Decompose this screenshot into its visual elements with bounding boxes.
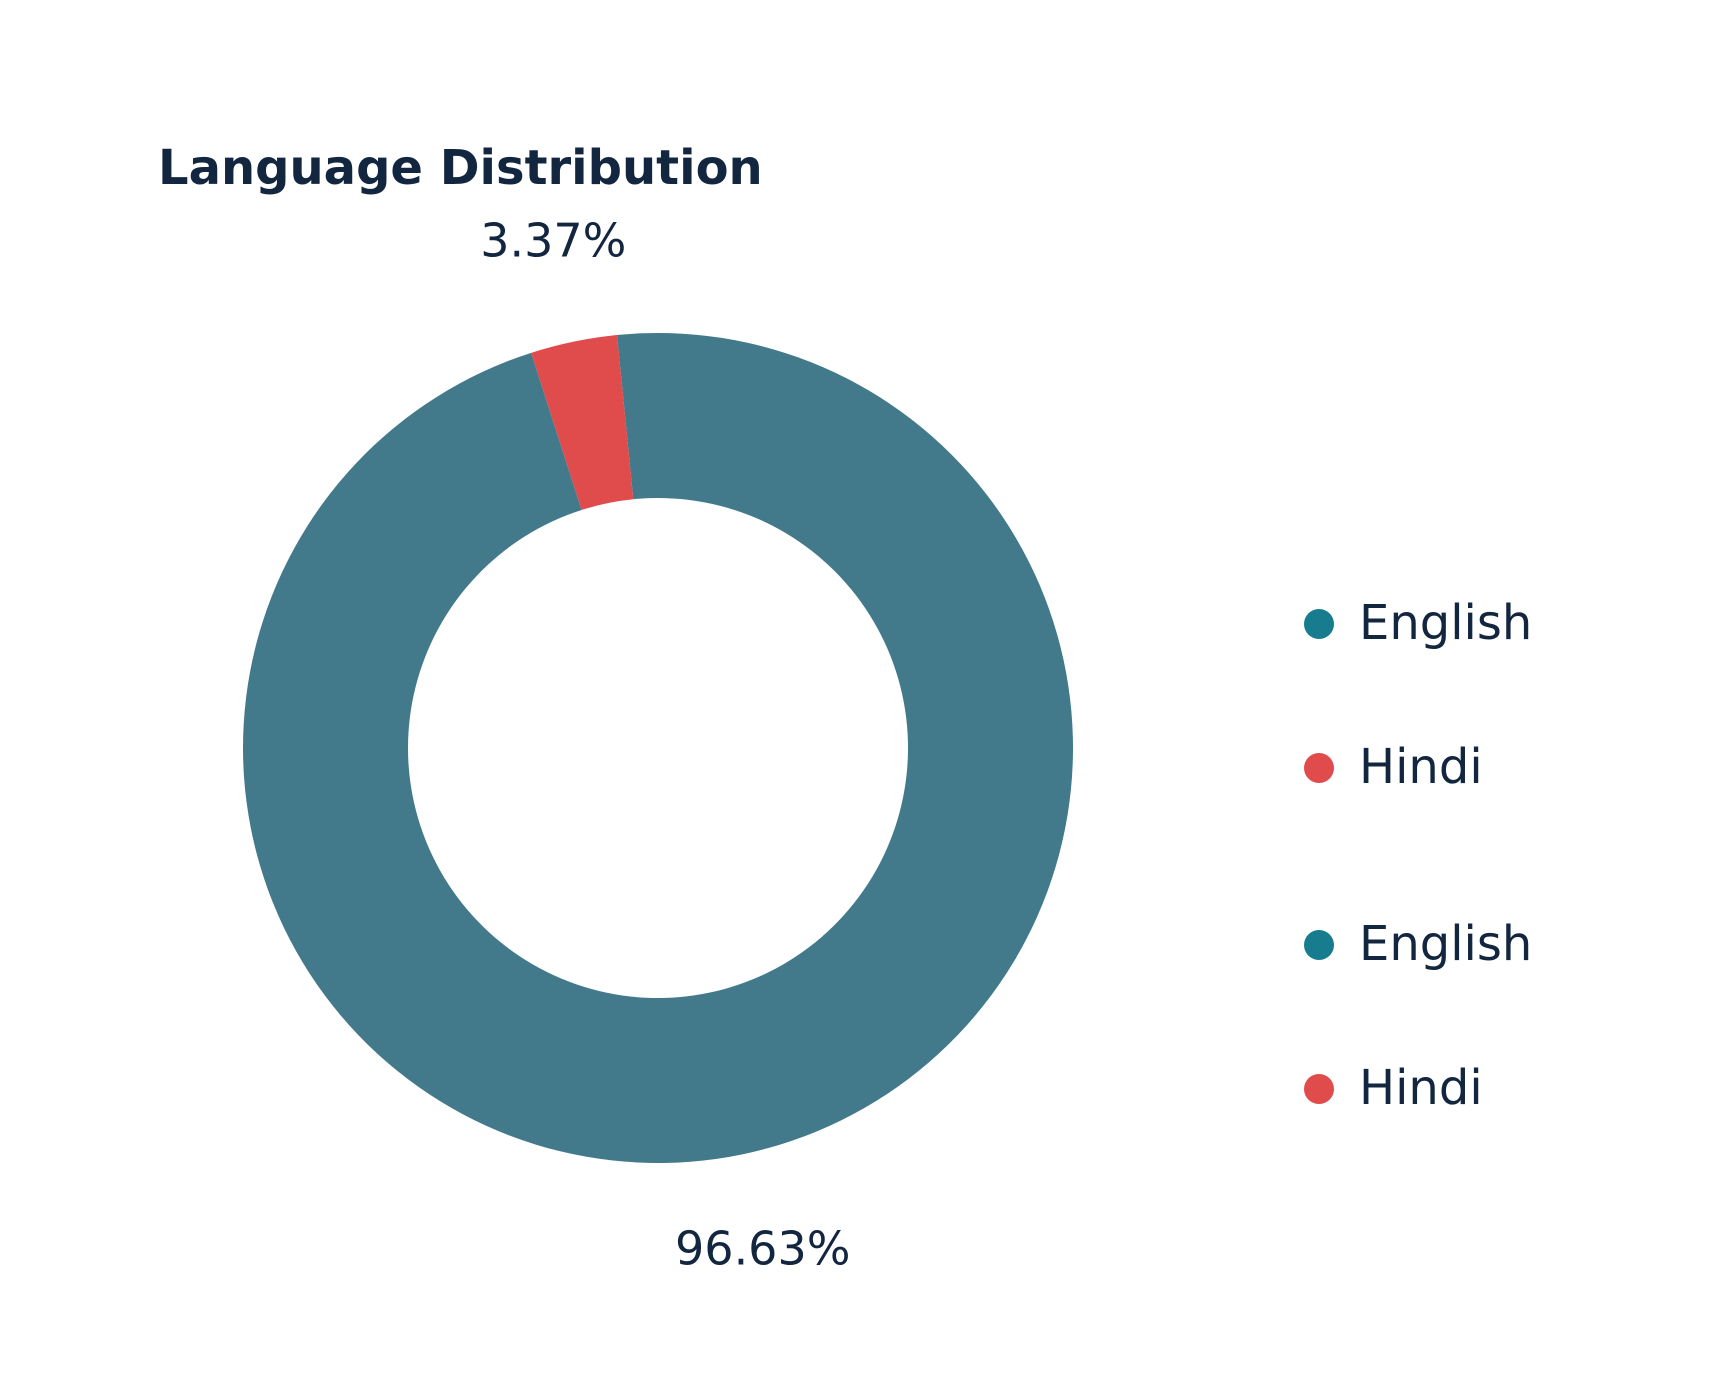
legend-marker xyxy=(1304,609,1334,639)
legend-label: Hindi xyxy=(1359,1060,1483,1116)
value-label: 96.63% xyxy=(675,1222,850,1276)
donut-slice xyxy=(242,333,1073,1163)
value-label: 3.37% xyxy=(480,213,626,267)
legend-marker xyxy=(1304,753,1334,783)
donut-slice xyxy=(531,335,634,510)
legend-marker xyxy=(1304,930,1334,960)
legend-label: Hindi xyxy=(1359,739,1483,795)
chart-title: Language Distribution xyxy=(158,140,763,196)
legend-label: English xyxy=(1359,595,1532,651)
legend-label: English xyxy=(1359,916,1532,972)
legend-marker xyxy=(1304,1074,1334,1104)
